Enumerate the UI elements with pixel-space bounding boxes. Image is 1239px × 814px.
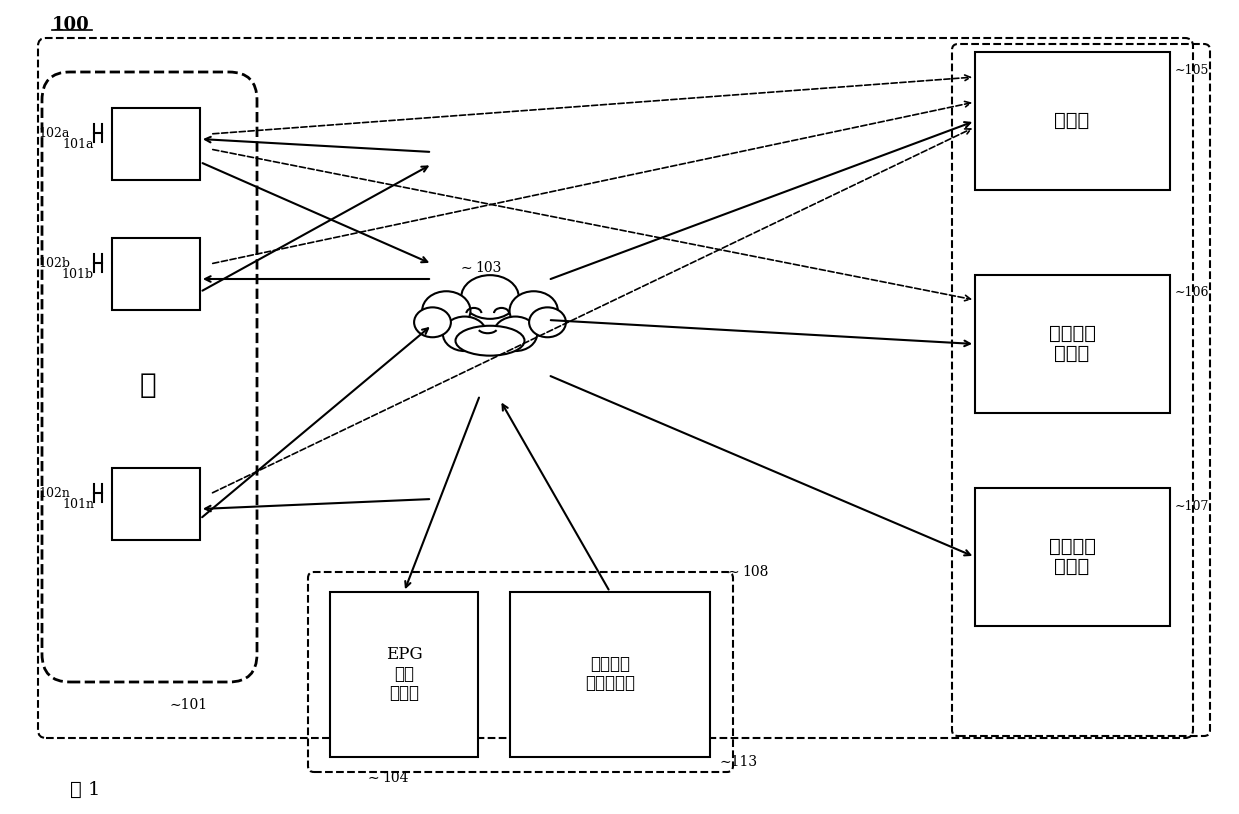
Text: ∼105: ∼105: [1175, 63, 1209, 77]
Text: ∼101: ∼101: [170, 698, 208, 712]
Text: 101b: 101b: [62, 268, 94, 281]
Text: ∼106: ∼106: [1175, 287, 1209, 300]
Bar: [975, 52, 1170, 190]
Text: 104: 104: [382, 771, 409, 785]
Ellipse shape: [414, 308, 451, 337]
Bar: [510, 592, 710, 757]
Ellipse shape: [529, 308, 566, 337]
Text: 108: 108: [742, 565, 768, 579]
Text: 100: 100: [52, 16, 89, 34]
Bar: [112, 108, 199, 180]
Text: ∼107: ∼107: [1175, 500, 1209, 513]
Ellipse shape: [442, 317, 487, 351]
Ellipse shape: [456, 326, 524, 356]
Text: 102n: 102n: [38, 487, 69, 500]
Text: 图 1: 图 1: [69, 781, 100, 799]
Bar: [975, 488, 1170, 626]
Ellipse shape: [461, 275, 519, 319]
Ellipse shape: [422, 291, 471, 330]
Bar: [330, 592, 478, 757]
Bar: [975, 275, 1170, 413]
Text: ∼: ∼: [727, 565, 738, 579]
Text: 102b: 102b: [38, 256, 69, 269]
Text: 广播站: 广播站: [1054, 112, 1089, 130]
Text: ∼: ∼: [368, 771, 379, 785]
Text: ∼113: ∼113: [720, 755, 758, 769]
Text: 101a: 101a: [62, 138, 94, 151]
Text: 102a: 102a: [38, 127, 69, 140]
Text: 内容服务
服务器: 内容服务 服务器: [1048, 537, 1095, 576]
Text: ∼: ∼: [461, 261, 472, 275]
Text: 103: 103: [475, 261, 502, 275]
Text: 目录服务
服务器: 目录服务 服务器: [1048, 325, 1095, 363]
Bar: [112, 468, 199, 540]
Text: ⋮: ⋮: [140, 371, 156, 399]
Text: 101n: 101n: [62, 497, 94, 510]
Ellipse shape: [493, 317, 538, 351]
Text: 用户信息
管理服务器: 用户信息 管理服务器: [585, 656, 636, 692]
Bar: [112, 238, 199, 310]
Ellipse shape: [509, 291, 558, 330]
Text: EPG
服务
服务器: EPG 服务 服务器: [385, 646, 422, 702]
